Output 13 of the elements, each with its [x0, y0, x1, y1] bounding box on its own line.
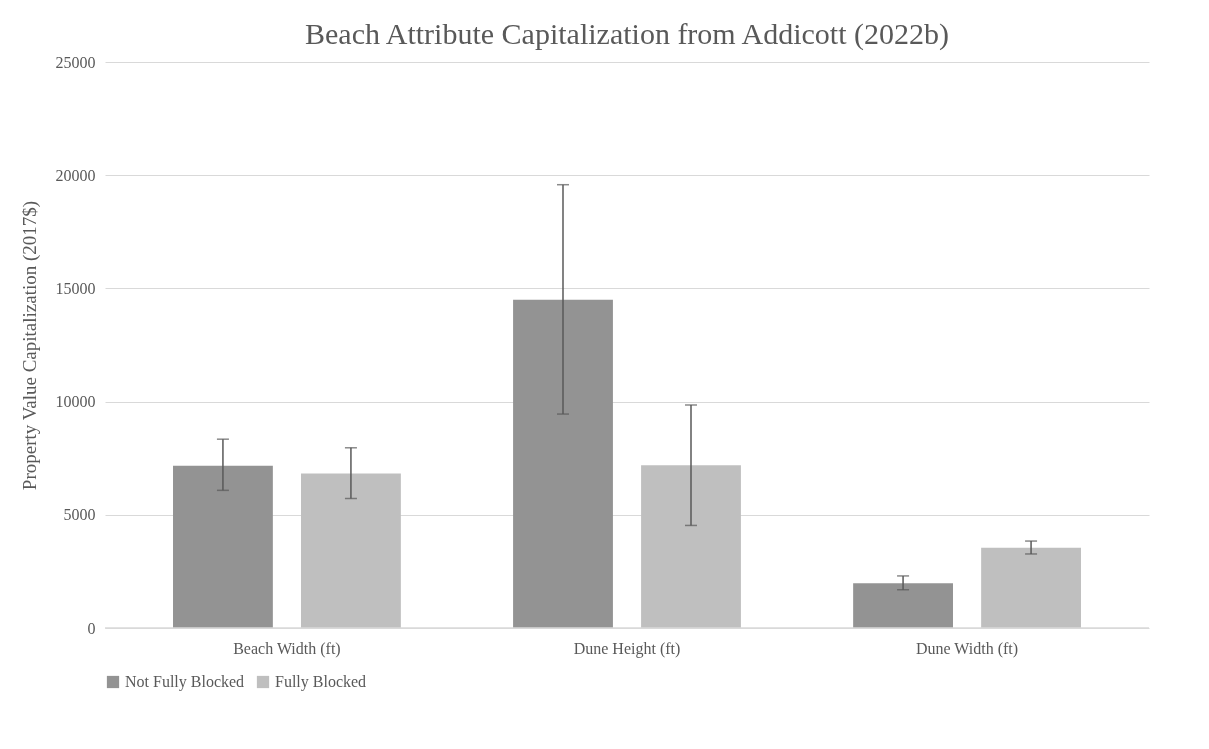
- x-tick-label: Dune Width (ft): [915, 639, 1019, 658]
- x-tick-label: Dune Height (ft): [573, 639, 681, 658]
- legend-label: Fully Blocked: [275, 673, 367, 691]
- x-tick-label: Beach Width (ft): [233, 639, 341, 658]
- y-axis-title: Property Value Capitalization (2017$): [18, 200, 41, 491]
- legend-label: Not Fully Blocked: [125, 673, 245, 691]
- y-tick-label: 5000: [63, 506, 96, 524]
- y-tick-label: 20000: [55, 166, 96, 184]
- y-tick-label: 25000: [55, 53, 96, 71]
- y-tick-label: 10000: [55, 393, 96, 411]
- chart-title: Beach Attribute Capitalization from Addicott (2022b): [304, 17, 950, 51]
- y-tick-label: 0: [87, 619, 96, 637]
- y-tick-label: 15000: [55, 279, 96, 297]
